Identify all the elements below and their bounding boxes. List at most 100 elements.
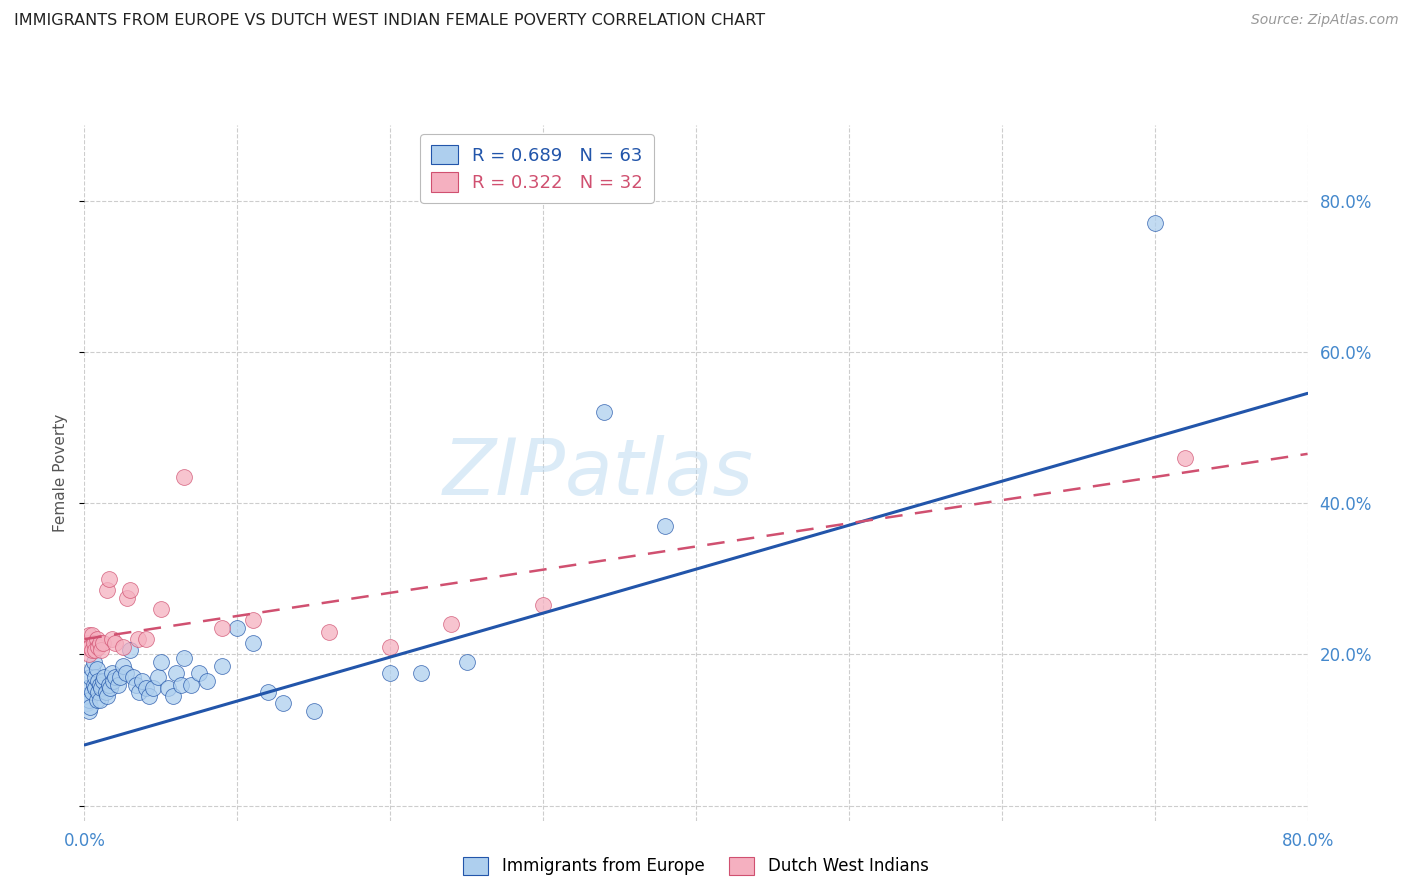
Point <box>86 692 108 706</box>
Point <box>242 636 264 650</box>
Point <box>83 636 105 650</box>
Point <box>211 621 233 635</box>
Point <box>76 681 98 696</box>
Point <box>122 670 145 684</box>
Point <box>75 640 97 654</box>
Point <box>531 598 554 612</box>
Point <box>103 673 125 688</box>
Point <box>170 677 193 691</box>
Point <box>101 666 124 681</box>
Point <box>173 651 195 665</box>
Point <box>257 685 280 699</box>
Point <box>80 685 103 699</box>
Point <box>98 681 121 696</box>
Point <box>80 662 103 676</box>
Point <box>654 518 676 533</box>
Point <box>87 640 110 654</box>
Text: IMMIGRANTS FROM EUROPE VS DUTCH WEST INDIAN FEMALE POVERTY CORRELATION CHART: IMMIGRANTS FROM EUROPE VS DUTCH WEST IND… <box>14 13 765 29</box>
Point <box>90 681 112 696</box>
Point <box>77 647 100 661</box>
Point <box>135 632 157 647</box>
Point <box>89 677 111 691</box>
Point <box>111 658 134 673</box>
Point <box>96 582 118 597</box>
Point <box>162 689 184 703</box>
Point <box>138 689 160 703</box>
Point <box>318 624 340 639</box>
Point <box>157 681 180 696</box>
Point <box>188 666 211 681</box>
Point <box>593 405 616 419</box>
Point <box>1174 450 1197 465</box>
Point <box>77 704 100 718</box>
Point <box>79 640 101 654</box>
Point <box>79 670 101 684</box>
Point <box>146 670 169 684</box>
Point <box>456 655 478 669</box>
Point <box>89 692 111 706</box>
Point <box>380 640 402 654</box>
Point <box>80 628 103 642</box>
Point <box>76 636 98 650</box>
Point <box>84 643 107 657</box>
Point <box>76 697 98 711</box>
Point <box>93 670 115 684</box>
Point <box>131 673 153 688</box>
Point <box>87 685 110 699</box>
Point <box>1143 216 1166 230</box>
Point <box>180 677 202 691</box>
Point <box>149 602 172 616</box>
Point <box>84 670 107 684</box>
Point <box>104 670 127 684</box>
Point <box>79 700 101 714</box>
Point <box>149 655 172 669</box>
Point <box>142 681 165 696</box>
Point <box>173 469 195 483</box>
Point <box>89 636 111 650</box>
Legend: Immigrants from Europe, Dutch West Indians: Immigrants from Europe, Dutch West India… <box>457 850 935 882</box>
Point <box>75 689 97 703</box>
Point <box>84 681 107 696</box>
Point <box>107 677 129 691</box>
Point <box>90 643 112 657</box>
Point <box>77 628 100 642</box>
Point <box>380 666 402 681</box>
Point <box>115 591 138 605</box>
Point <box>80 643 103 657</box>
Point <box>97 572 120 586</box>
Point <box>165 666 187 681</box>
Point <box>94 685 117 699</box>
Point <box>86 632 108 647</box>
Point <box>101 632 124 647</box>
Point <box>242 613 264 627</box>
Point <box>127 632 149 647</box>
Point <box>108 670 131 684</box>
Point <box>211 658 233 673</box>
Point <box>114 666 136 681</box>
Point <box>86 662 108 676</box>
Point <box>195 673 218 688</box>
Point <box>111 640 134 654</box>
Point <box>87 673 110 688</box>
Point <box>104 636 127 650</box>
Point <box>83 677 105 691</box>
Point <box>271 697 294 711</box>
Text: ZIPatlas: ZIPatlas <box>443 434 754 511</box>
Point <box>409 666 432 681</box>
Point <box>97 677 120 691</box>
Point <box>96 689 118 703</box>
Point <box>128 685 150 699</box>
Point <box>77 692 100 706</box>
Y-axis label: Female Poverty: Female Poverty <box>53 414 69 532</box>
Point <box>440 617 463 632</box>
Point <box>302 704 325 718</box>
Point <box>91 673 114 688</box>
Point <box>135 681 157 696</box>
Point <box>120 582 142 597</box>
Point <box>120 643 142 657</box>
Point <box>125 677 148 691</box>
Point <box>91 636 114 650</box>
Point <box>83 655 105 669</box>
Text: Source: ZipAtlas.com: Source: ZipAtlas.com <box>1251 13 1399 28</box>
Point <box>226 621 249 635</box>
